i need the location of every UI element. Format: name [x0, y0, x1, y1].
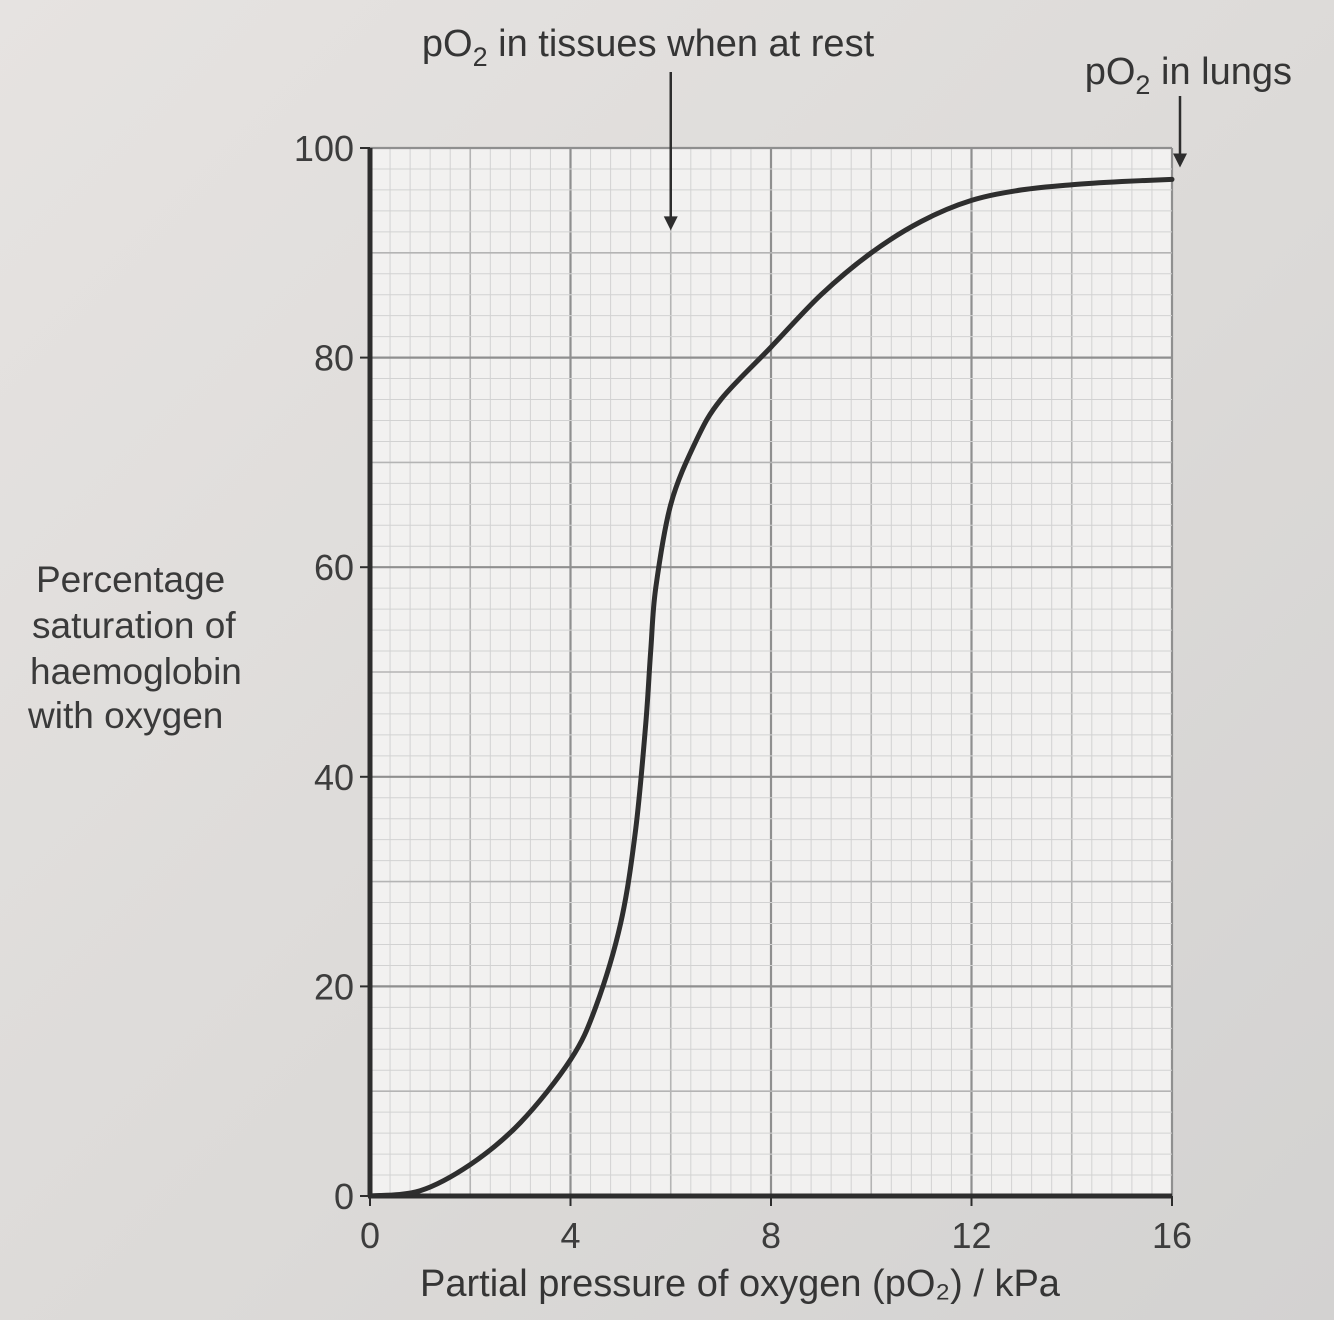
annotation-lungs-label-part: pO	[1085, 51, 1136, 93]
annotation-tissues-label-subscript: 2	[473, 42, 488, 72]
y-tick-label: 100	[294, 128, 354, 169]
annotation-tissues-arrow-head	[663, 216, 678, 231]
x-tick-labels: 0 4 8 12 16	[360, 1196, 1192, 1256]
grid	[368, 146, 1174, 1198]
y-tick-label: 40	[314, 757, 354, 798]
x-tick-label: 4	[560, 1215, 580, 1256]
x-tick-label: 16	[1152, 1215, 1192, 1256]
y-tick-labels: 0 20 40 60 80 100	[294, 128, 370, 1217]
x-tick-label: 8	[761, 1215, 781, 1256]
y-axis-label-line-2: saturation of	[32, 605, 236, 646]
y-tick-label: 80	[314, 338, 354, 379]
saturation-curve	[367, 176, 1175, 1199]
x-tick-label: 12	[951, 1215, 991, 1256]
annotation-lungs-label-subscript: 2	[1135, 70, 1150, 100]
y-axis-label-line-4: with oxygen	[27, 695, 223, 736]
y-tick-label: 0	[334, 1176, 354, 1217]
annotation-lungs-label-part: in lungs	[1150, 51, 1292, 93]
y-tick-label: 60	[314, 547, 354, 588]
y-axis-label-line-1: Percentage	[36, 559, 225, 600]
annotation-tissues-label-part: in tissues when at rest	[488, 23, 875, 65]
annotation-lungs-label: pO2 in lungs	[1085, 51, 1292, 100]
y-axis-label-line-3: haemoglobin	[30, 651, 242, 692]
y-axis-label: Percentage saturation of haemoglobin wit…	[27, 559, 252, 736]
annotation-tissues-label: pO2 in tissues when at rest	[422, 23, 875, 72]
y-tick-label: 20	[314, 966, 354, 1007]
x-tick-label: 0	[360, 1215, 380, 1256]
annotation-tissues-label-part: pO	[422, 23, 473, 65]
annotation-lungs-arrow-head	[1173, 153, 1187, 168]
x-axis-label: Partial pressure of oxygen (pO₂) / kPa	[420, 1263, 1061, 1305]
